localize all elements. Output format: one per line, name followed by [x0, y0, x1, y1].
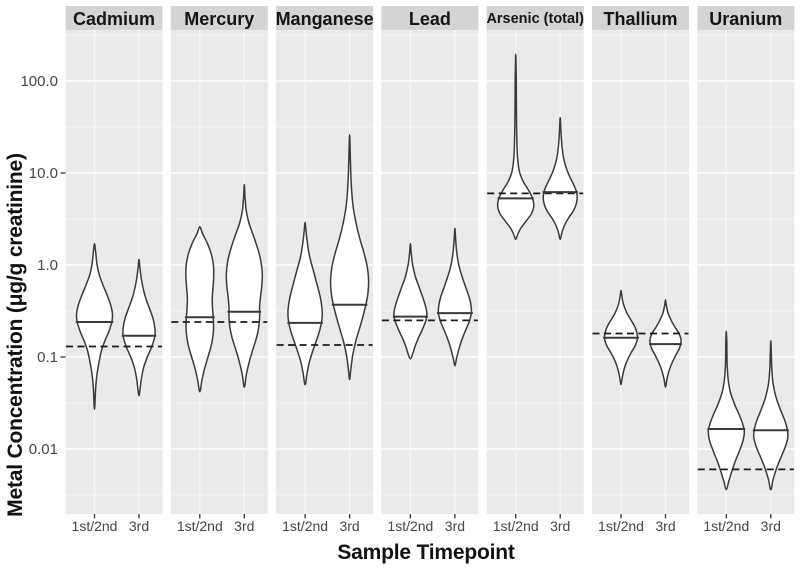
facet-thallium: Thallium 1st/2nd 3rd	[592, 6, 689, 534]
panel-background	[486, 30, 584, 514]
violin-1st-2nd	[393, 243, 428, 360]
x-tick-label: 1st/2nd	[703, 518, 749, 534]
facet-strip-label: Manganese	[276, 9, 374, 29]
facet-manganese: Manganese 1st/2nd 3rd	[276, 6, 374, 534]
y-tick-label: 10.0	[29, 165, 58, 182]
facet-strip	[486, 6, 584, 30]
x-tick-label: 1st/2nd	[282, 518, 328, 534]
violin-3rd	[437, 227, 473, 367]
y-tick-label: 100.0	[20, 73, 58, 90]
facet-strip-label: Cadmium	[73, 9, 155, 29]
violin-3rd	[225, 183, 264, 388]
facet-cadmium: Cadmium 1st/2nd 3rd	[65, 6, 163, 534]
violin-3rd	[542, 116, 578, 241]
facet-strip-label: Arsenic (total)	[486, 11, 584, 27]
y-tick-label: 0.01	[29, 441, 58, 458]
panel-background	[381, 30, 479, 514]
x-tick-label: 1st/2nd	[72, 518, 118, 534]
x-tick-label: 3rd	[655, 518, 675, 534]
facet-strip-label: Thallium	[603, 9, 677, 29]
facet-strip	[697, 6, 795, 30]
x-tick-label: 3rd	[234, 518, 254, 534]
x-tick-label: 3rd	[550, 518, 570, 534]
facet-mercury: Mercury 1st/2nd 3rd	[170, 6, 268, 534]
x-tick-label: 1st/2nd	[598, 518, 644, 534]
facet-arsenic-total: Arsenic (total) 1st/2nd 3rd	[486, 6, 584, 534]
panel-background	[592, 30, 689, 514]
panel-background	[65, 30, 163, 514]
violin-1st-2nd	[75, 243, 114, 411]
facet-lead: Lead 1st/2nd 3rd	[381, 6, 479, 534]
facet-strip	[276, 6, 374, 30]
x-axis-title: Sample Timepoint	[337, 541, 515, 564]
violin-3rd	[752, 340, 789, 491]
facet-strip	[592, 6, 689, 30]
y-tick-label: 0.1	[37, 349, 58, 366]
violin-3rd	[122, 258, 156, 397]
y-axis-title: Metal Concentration (μg/g creatinine)	[4, 153, 27, 517]
x-tick-label: 1st/2nd	[387, 518, 433, 534]
facet-strip-label: Mercury	[184, 9, 254, 29]
facet-uranium: Uranium 1st/2nd 3rd	[697, 6, 795, 534]
violin-1st-2nd	[185, 226, 215, 393]
x-tick-label: 1st/2nd	[493, 518, 539, 534]
y-tick-label: 1.0	[37, 257, 58, 274]
x-tick-label: 3rd	[339, 518, 359, 534]
violin-3rd	[329, 134, 370, 381]
facet-strip	[381, 6, 479, 30]
facet-strip	[170, 6, 268, 30]
x-tick-label: 3rd	[129, 518, 149, 534]
facet-strip-label: Uranium	[709, 9, 782, 29]
facet-strip	[65, 6, 163, 30]
facet-strip-label: Lead	[409, 9, 451, 29]
x-tick-label: 3rd	[445, 518, 465, 534]
x-tick-label: 1st/2nd	[177, 518, 223, 534]
violin-1st-2nd	[707, 330, 746, 491]
x-tick-label: 3rd	[761, 518, 781, 534]
